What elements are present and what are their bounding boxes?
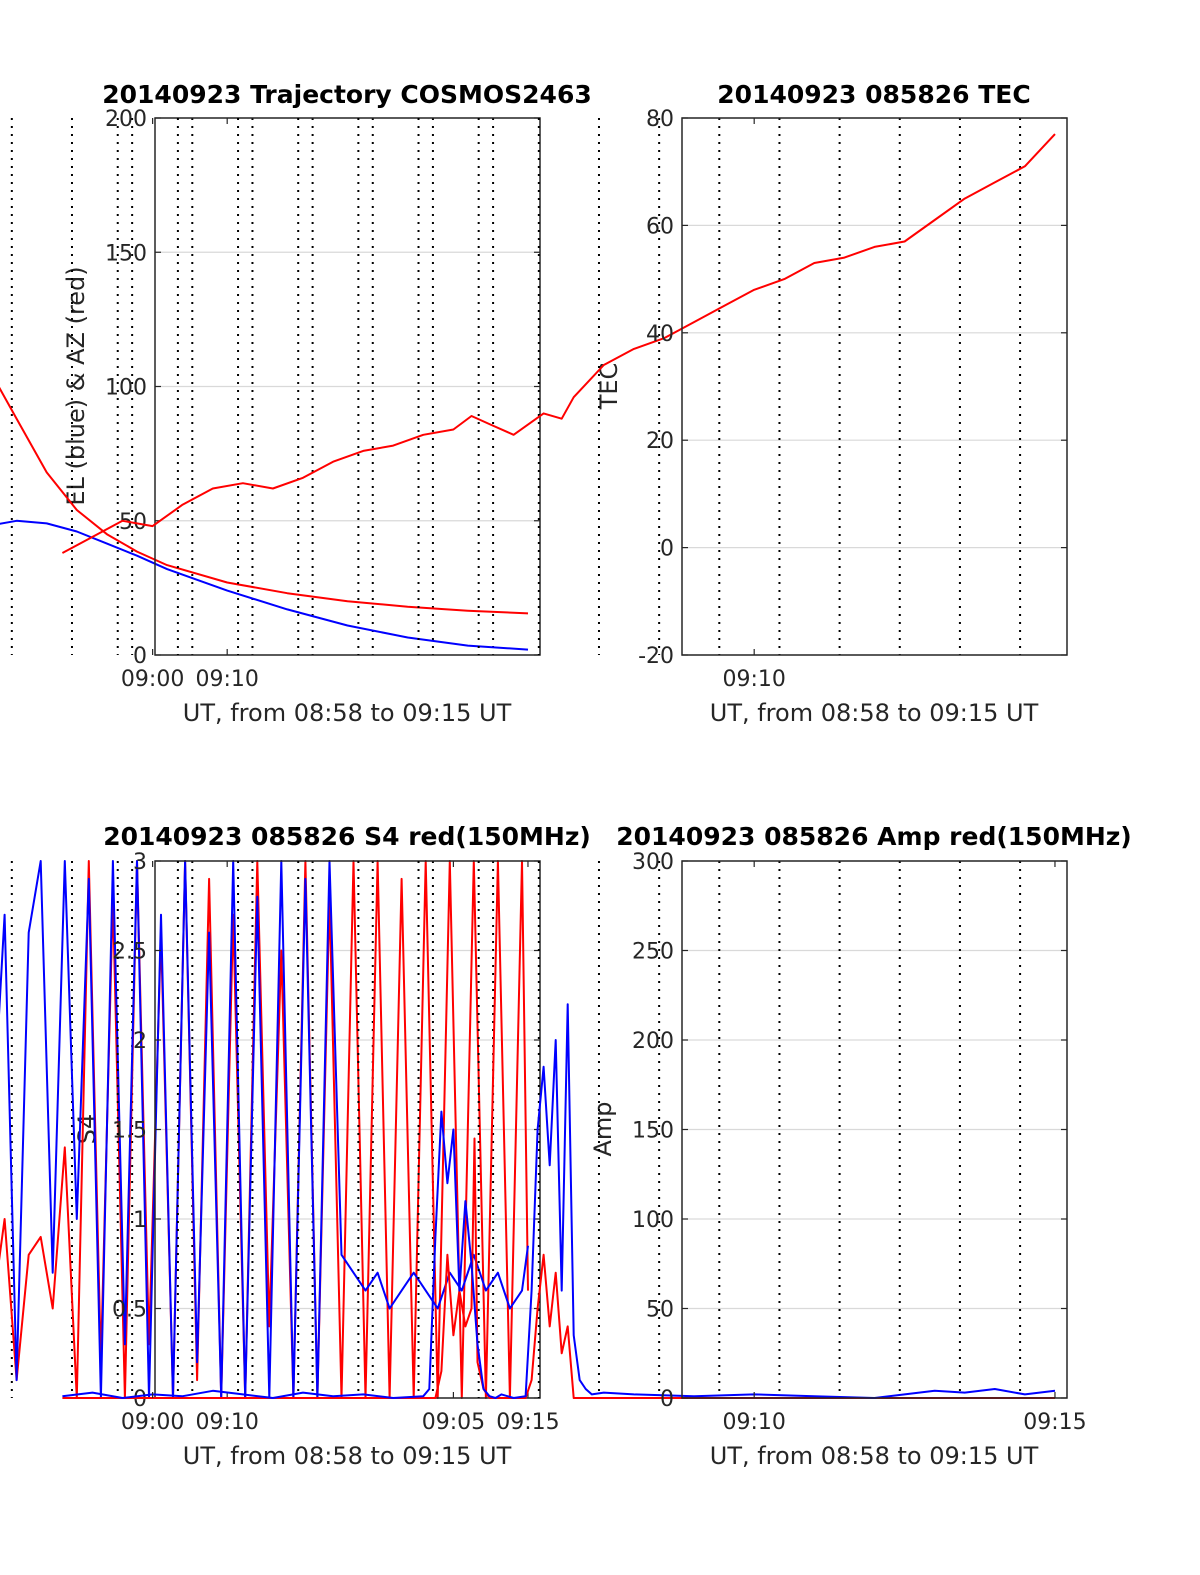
y-tick-label: 20 (646, 429, 674, 454)
plot-area-amp: 0 50 100 150 200 250 300 09:00 09:05 09:10 09:15 (62, 850, 1087, 1435)
panel-s4: 20140923 085826 S4 red(150MHz) UT, from … (0, 822, 591, 1470)
panel-title: 20140923 085826 TEC (717, 80, 1030, 109)
y-tick-label: 0 (660, 1387, 674, 1412)
y-tick-label: 40 (646, 322, 674, 347)
x-tick-label: 09:15 (1023, 1410, 1086, 1435)
series-line-red (0, 386, 529, 615)
series-line-blue (0, 860, 529, 1399)
x-tick-label: 09:15 (496, 1410, 559, 1435)
panel-title: 20140923 085826 Amp red(150MHz) (616, 822, 1132, 851)
panel-trajectory: 20140923 Trajectory COSMOS2463 UT, from … (0, 80, 592, 727)
y-tick-label: 100 (105, 376, 147, 401)
y-tick-label: 2 (133, 1029, 147, 1054)
y-tick-label: 1.5 (112, 1119, 147, 1144)
y-tick-label: 150 (632, 1119, 674, 1144)
series-line-blue (0, 519, 529, 651)
y-tick-label: 3 (133, 850, 147, 875)
x-axis-label: UT, from 08:58 to 09:15 UT (710, 699, 1039, 727)
x-tick-label: 09:10 (195, 1410, 258, 1435)
x-axis-label: UT, from 08:58 to 09:15 UT (183, 699, 512, 727)
y-tick-label: -20 (638, 644, 674, 669)
panel-title: 20140923 Trajectory COSMOS2463 (102, 80, 592, 109)
y-tick-label: 2.5 (112, 940, 147, 965)
series-line-blue (62, 1003, 1056, 1399)
x-tick-label: 09:10 (722, 1410, 785, 1435)
y-tick-label: 50 (646, 1298, 674, 1323)
panel-tec: 20140923 085826 TEC UT, from 08:58 to 09… (61, 80, 1068, 727)
y-tick-label: 300 (632, 850, 674, 875)
x-axis-label: UT, from 08:58 to 09:15 UT (183, 1442, 512, 1470)
x-axis-label: UT, from 08:58 to 09:15 UT (710, 1442, 1039, 1470)
x-tick-label: 09:00 (121, 667, 184, 692)
y-tick-label: 150 (105, 241, 147, 266)
series-line-red (0, 860, 529, 1399)
series-line-red (61, 133, 1056, 554)
y-tick-label: 1 (133, 1208, 147, 1233)
axes-frame (681, 117, 1068, 656)
plot-area-tec: -20 0 20 40 60 80 09:00 09:10 (61, 107, 1068, 692)
y-tick-label: 100 (632, 1208, 674, 1233)
x-tick-label: 09:10 (195, 667, 258, 692)
y-axis-label: EL (blue) & AZ (red) (62, 266, 90, 505)
panel-amp: 20140923 085826 Amp red(150MHz) UT, from… (62, 822, 1132, 1470)
y-tick-label: 200 (632, 1029, 674, 1054)
x-tick-label: 09:00 (121, 1410, 184, 1435)
y-tick-label: 60 (646, 214, 674, 239)
y-tick-label: 0 (660, 537, 674, 562)
y-tick-label: 200 (105, 107, 147, 132)
y-tick-label: 0 (133, 644, 147, 669)
y-tick-label: 250 (632, 940, 674, 965)
y-tick-label: 0 (133, 1387, 147, 1412)
panel-title: 20140923 085826 S4 red(150MHz) (103, 822, 591, 851)
y-tick-label: 80 (646, 107, 674, 132)
x-tick-label: 09:10 (722, 667, 785, 692)
x-tick-label: 09:05 (422, 1410, 485, 1435)
y-axis-label: S4 (73, 1114, 101, 1145)
y-axis-label: Amp (589, 1101, 617, 1156)
